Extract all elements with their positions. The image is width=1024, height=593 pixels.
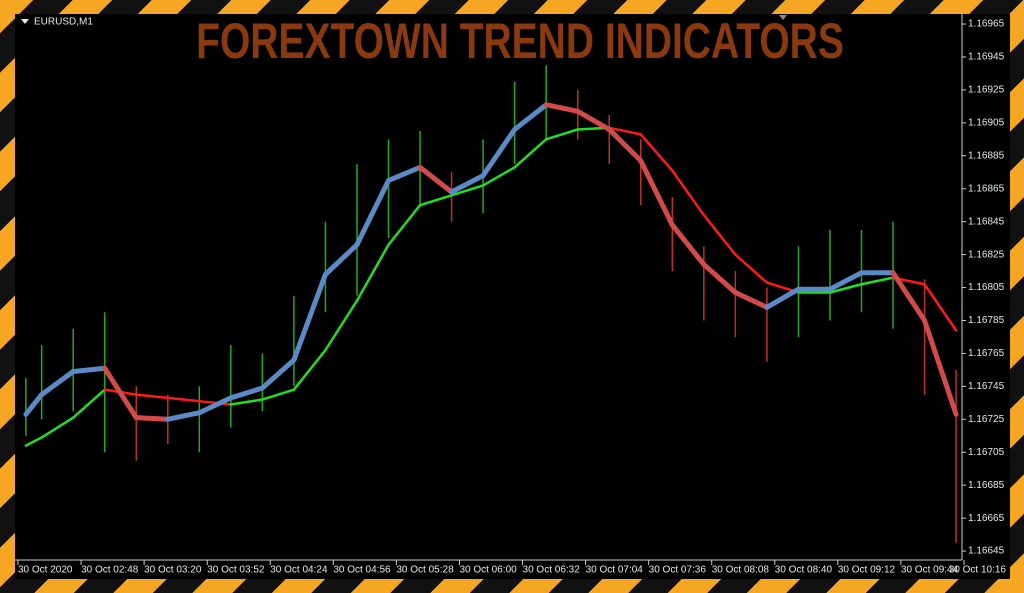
ma-line-segment <box>890 270 928 323</box>
y-tick-label: 1.16725 <box>968 414 1005 425</box>
ma-line-segment <box>165 410 202 422</box>
x-tick-label: 30 Oct 03:52 <box>207 565 265 576</box>
ma-line-segment <box>387 203 422 246</box>
ma-line-segment <box>23 392 45 417</box>
ma-line-segment <box>70 365 108 375</box>
y-tick-label: 1.16905 <box>968 117 1005 128</box>
ma-line-segment <box>702 213 737 256</box>
ma-line-segment <box>354 177 392 248</box>
shift-marker <box>779 15 787 20</box>
ma-line-segment <box>671 169 706 217</box>
ma-line-segment <box>39 369 76 398</box>
ma-line-segment <box>480 126 518 179</box>
ma-line-segment <box>639 133 674 172</box>
ma-line-segment <box>481 166 516 187</box>
ma-line-segment <box>607 126 643 136</box>
ma-line-segment <box>228 385 265 401</box>
symbol-label: EURUSD,M1 <box>34 17 93 28</box>
y-tick-label: 1.16745 <box>968 381 1005 392</box>
x-tick-label: 30 Oct 08:08 <box>712 565 770 576</box>
y-tick-label: 1.16865 <box>968 183 1005 194</box>
ma-line-segment <box>764 286 801 310</box>
x-tick-label: 30 Oct 10:16 <box>949 565 1007 576</box>
y-tick-label: 1.16825 <box>968 249 1005 260</box>
x-tick-label: 30 Oct 02:48 <box>81 565 139 576</box>
x-tick-label: 30 Oct 09:12 <box>838 565 896 576</box>
y-tick-label: 1.16785 <box>968 315 1005 326</box>
y-tick-label: 1.16705 <box>968 447 1005 458</box>
x-tick-label: 30 Oct 07:36 <box>649 565 707 576</box>
ma-line-segment <box>860 276 895 286</box>
ma-line-segment <box>166 396 201 403</box>
ma-line-segment <box>259 357 297 391</box>
ma-line-segment <box>513 138 548 169</box>
ma-line-segment <box>450 184 485 197</box>
y-tick-label: 1.16925 <box>968 85 1005 96</box>
y-tick-label: 1.16765 <box>968 348 1005 359</box>
ma-line-segment <box>669 222 707 267</box>
ma-line-segment <box>40 416 75 439</box>
ma-line-segment <box>355 243 390 302</box>
chart-title: FOREXTOWN TREND INDICATORS <box>196 12 844 69</box>
ma-line-segment <box>291 271 328 363</box>
x-tick-label: 30 Oct 03:20 <box>144 565 202 576</box>
y-tick-label: 1.16885 <box>968 150 1005 161</box>
ma-line-segment <box>638 158 675 228</box>
ma-line-segment <box>322 242 360 277</box>
y-tick-label: 1.16665 <box>968 513 1005 524</box>
x-tick-label: 30 Oct 04:24 <box>270 565 328 576</box>
ma-line-segment <box>449 173 486 195</box>
x-tick-label: 30 Oct 06:32 <box>523 565 581 576</box>
y-tick-label: 1.16845 <box>968 216 1005 227</box>
ma-line-segment <box>417 164 455 195</box>
ma-line-segment <box>71 388 106 419</box>
ma-line-segment <box>732 289 770 310</box>
ma-line-segment <box>386 164 423 183</box>
ma-line-segment <box>575 108 612 132</box>
chart-area <box>15 14 1010 579</box>
ma-line-segment <box>418 194 453 207</box>
ma-line-segment <box>512 102 549 132</box>
x-tick-label: 30 Oct 2020 <box>18 565 73 576</box>
ma-line-segment <box>261 388 296 401</box>
y-tick-label: 1.16965 <box>968 19 1005 30</box>
ma-line-segment <box>827 270 864 292</box>
ma-line-segment <box>134 393 170 400</box>
ma-line-segment <box>922 317 959 417</box>
y-tick-label: 1.16645 <box>968 546 1005 557</box>
y-tick-label: 1.16945 <box>968 52 1005 63</box>
x-tick-label: 30 Oct 07:04 <box>586 565 644 576</box>
ma-line-segment <box>828 283 863 294</box>
x-tick-label: 30 Oct 06:00 <box>459 565 517 576</box>
ma-line-segment <box>324 299 359 352</box>
x-tick-label: 30 Oct 09:44 <box>901 565 959 576</box>
ma-line-segment <box>133 415 171 422</box>
ma-line-segment <box>606 126 644 164</box>
ma-line-segment <box>24 436 43 447</box>
ma-line-segment <box>196 395 234 416</box>
ma-line-segment <box>292 348 327 391</box>
ma-line-segment <box>734 253 769 284</box>
y-tick-label: 1.16805 <box>968 282 1005 293</box>
x-tick-label: 30 Oct 05:28 <box>396 565 454 576</box>
x-tick-label: 30 Oct 08:40 <box>775 565 833 576</box>
x-tick-label: 30 Oct 04:56 <box>333 565 391 576</box>
ma-line-segment <box>701 261 738 295</box>
ma-line-segment <box>543 102 581 114</box>
ma-line-segment <box>102 365 139 421</box>
ma-line-segment <box>923 283 958 332</box>
ma-line-segment <box>229 398 264 406</box>
y-tick-label: 1.16685 <box>968 480 1005 491</box>
ma-line-segment <box>544 128 579 141</box>
menu-arrow[interactable] <box>21 19 29 24</box>
